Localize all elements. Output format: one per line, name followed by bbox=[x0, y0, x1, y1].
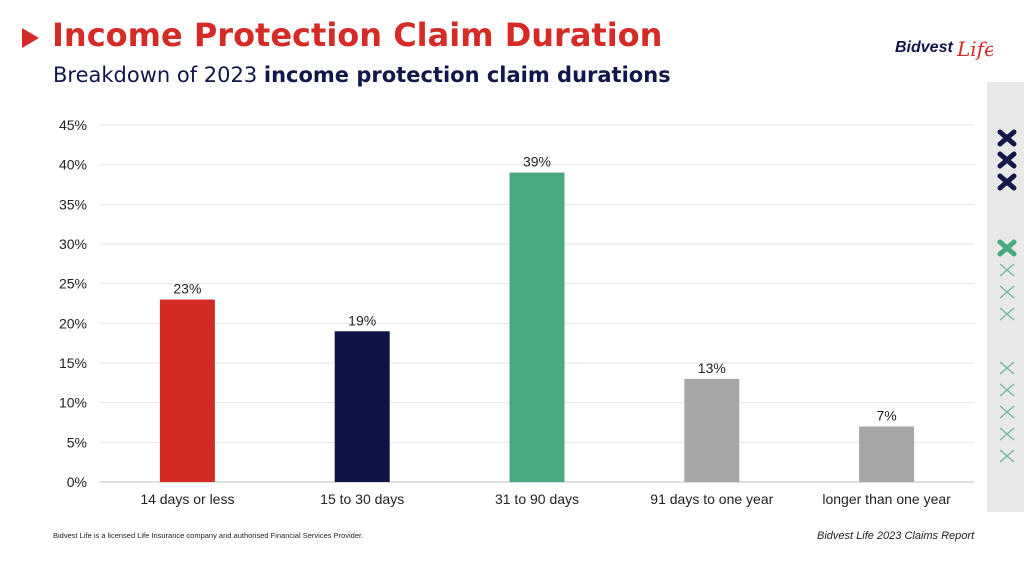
subtitle-bold: income protection claim durations bbox=[263, 63, 671, 87]
x-tick-label: 31 to 90 days bbox=[495, 491, 579, 507]
x-tick-label: 14 days or less bbox=[140, 491, 234, 507]
subtitle-plain: Breakdown of 2023 bbox=[53, 63, 264, 87]
y-tick-label: 5% bbox=[67, 434, 87, 450]
bar bbox=[684, 378, 740, 482]
footer-disclaimer: Bidvest Life is a licensed Life Insuranc… bbox=[53, 531, 364, 540]
y-tick-label: 20% bbox=[59, 315, 87, 331]
title-arrow-icon bbox=[22, 28, 39, 48]
footer-report-name: Bidvest Life 2023 Claims Report bbox=[817, 530, 975, 542]
y-tick-label: 15% bbox=[59, 355, 87, 371]
bar bbox=[509, 172, 565, 482]
bar bbox=[859, 426, 915, 482]
side-decoration-strip bbox=[987, 82, 1024, 512]
bar bbox=[334, 331, 390, 482]
data-label: 23% bbox=[173, 281, 201, 297]
bidvest-life-logo: Bidvest Life bbox=[895, 37, 993, 61]
y-tick-label: 10% bbox=[59, 395, 87, 411]
page-title: Income Protection Claim Duration bbox=[52, 16, 663, 54]
x-icon-green-outline bbox=[999, 263, 1015, 463]
data-label: 7% bbox=[876, 407, 896, 423]
y-tick-label: 25% bbox=[59, 276, 87, 292]
data-label: 19% bbox=[348, 312, 376, 328]
bar bbox=[159, 299, 215, 482]
y-tick-label: 0% bbox=[67, 474, 87, 490]
data-label: 39% bbox=[523, 154, 551, 170]
logo-text-script: Life bbox=[956, 37, 993, 61]
page-subtitle: Breakdown of 2023 income protection clai… bbox=[53, 63, 671, 87]
x-tick-label: 15 to 30 days bbox=[320, 491, 404, 507]
data-label: 13% bbox=[698, 360, 726, 376]
y-tick-label: 35% bbox=[59, 196, 87, 212]
x-icon-navy bbox=[997, 129, 1017, 191]
x-tick-label: longer than one year bbox=[822, 491, 951, 507]
x-tick-label: 91 days to one year bbox=[650, 491, 773, 507]
y-tick-label: 45% bbox=[59, 117, 87, 133]
x-icon-green-filled bbox=[997, 239, 1017, 257]
logo-text-main: Bidvest bbox=[895, 39, 953, 56]
y-tick-label: 40% bbox=[59, 157, 87, 173]
y-tick-label: 30% bbox=[59, 236, 87, 252]
side-x-icons bbox=[997, 129, 1017, 463]
